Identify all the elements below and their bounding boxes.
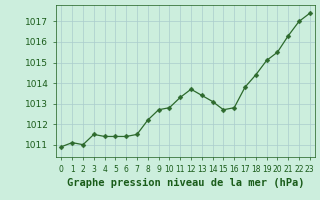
- X-axis label: Graphe pression niveau de la mer (hPa): Graphe pression niveau de la mer (hPa): [67, 178, 304, 188]
